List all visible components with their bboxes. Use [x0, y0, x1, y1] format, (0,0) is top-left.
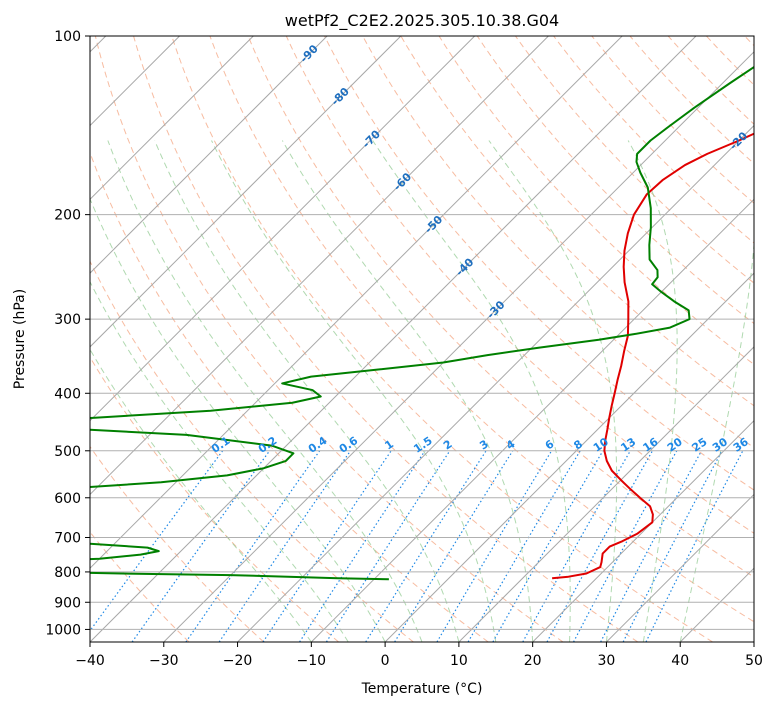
y-tick-label-300: 300 [54, 312, 81, 328]
mixing-ratio-line-7 [365, 450, 487, 642]
profile-series [90, 65, 754, 581]
x-tick-label-8: 40 [671, 653, 689, 669]
dry-adiabat-11 [324, 36, 754, 491]
dry-adiabat-14 [438, 36, 754, 366]
mixing-ratio-line-11 [492, 450, 604, 642]
isotherm-7 [90, 36, 402, 348]
y-axis-label: Pressure (hPa) [12, 289, 28, 389]
chart-title: wetPf2_C2E2.2025.305.10.38.G04 [285, 11, 559, 31]
dry-adiabat-16 [515, 36, 754, 284]
isotherm-6 [90, 36, 328, 274]
isotherms [90, 36, 754, 642]
dry-adiabat-8 [209, 36, 754, 623]
y-tick-label-500: 500 [54, 444, 81, 460]
y-tick-label-600: 600 [54, 491, 81, 507]
isotherm-18 [606, 493, 754, 642]
y-tick-label-800: 800 [54, 565, 81, 581]
dry-adiabat-7 [171, 36, 713, 642]
isotherm-13 [237, 124, 754, 642]
x-axis-label: Temperature (°C) [361, 681, 483, 697]
mixing-ratio-line-3 [218, 450, 352, 642]
isotherm-16 [458, 346, 754, 642]
y-tick-label-200: 200 [54, 208, 81, 224]
dry-adiabat-5 [94, 36, 564, 642]
x-tick-label-9: 50 [745, 653, 763, 669]
temperature-line [552, 132, 754, 580]
isotherm-12 [163, 51, 754, 642]
x-tick-label-5: 10 [450, 653, 468, 669]
x-tick-label-1: −30 [149, 653, 179, 669]
mixing-ratio-line-10 [467, 450, 581, 642]
y-tick-label-100: 100 [54, 29, 81, 45]
mixing-ratio-line-12 [522, 450, 631, 642]
isotherm-17 [532, 419, 754, 642]
dry-adiabat-10 [285, 36, 754, 534]
pressure-gridlines [90, 36, 754, 630]
y-tick-label-1000: 1000 [45, 622, 81, 638]
x-tick-label-7: 30 [598, 653, 616, 669]
dry-adiabat-3 [90, 260, 414, 642]
mixing-ratio-line-9 [436, 450, 553, 642]
dry-adiabat-9 [247, 36, 754, 578]
plot-area: -100-90-80-70-60-50-40-30-20-10010203040… [90, 36, 754, 642]
dry-adiabat-6 [133, 36, 639, 642]
isotherm-5 [90, 36, 254, 201]
isotherm-11 [90, 36, 697, 642]
isotherm-14 [310, 198, 754, 642]
mixing-ratio-line-6 [325, 450, 451, 642]
mixing-ratio-line-1 [131, 450, 271, 642]
dewpoint-line [90, 65, 754, 581]
mixing-ratio-line-8 [394, 450, 514, 642]
dry-adiabat-1 [90, 445, 265, 642]
dry-adiabat-19 [629, 36, 754, 165]
mixing-ratio-line-14 [573, 450, 678, 642]
x-tick-label-4: 0 [381, 653, 390, 669]
mixing-ratio-line-2 [185, 450, 321, 642]
y-tick-label-400: 400 [54, 386, 81, 402]
dry-adiabat-17 [553, 36, 754, 244]
dry-adiabat-13 [400, 36, 754, 407]
isotherm-10 [90, 36, 623, 569]
x-tick-label-6: 20 [524, 653, 542, 669]
y-axis-ticks: 100 200 300 400 500 600 700 800 900 1000 [45, 29, 90, 638]
y-tick-label-700: 700 [54, 531, 81, 547]
y-tick-label-900: 900 [54, 595, 81, 611]
x-tick-label-2: −20 [223, 653, 253, 669]
isotherm-8 [90, 36, 476, 422]
isotherm-15 [384, 272, 754, 642]
isotherm-9 [90, 36, 549, 496]
plot-frame [89, 35, 755, 643]
x-axis-ticks: −40 −30 −20 −10 0 10 20 30 40 50 [75, 642, 763, 669]
x-tick-label-0: −40 [75, 653, 105, 669]
x-tick-label-3: −10 [297, 653, 327, 669]
